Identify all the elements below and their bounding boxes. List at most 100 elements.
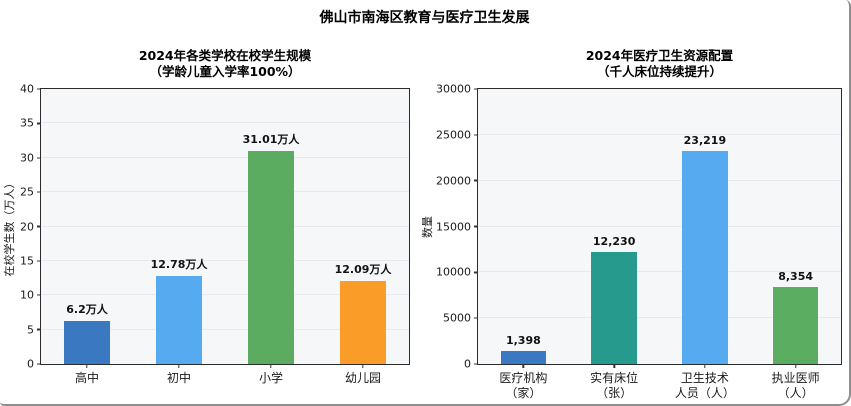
chart-title: 2024年医疗卫生资源配置 [585, 48, 734, 63]
x-tick-mark [794, 364, 797, 368]
y-tick-mark [474, 225, 478, 228]
x-tick-mark [86, 364, 88, 368]
y-tick: 20000 [436, 174, 478, 187]
plot-area: 0 5 10 15 20 25 30 35 40 6.2万人高中 12.78万人 初中 31.01万人小… [20, 83, 410, 385]
x-category-label: 实有床位 （张） [590, 371, 639, 400]
gridline [478, 179, 841, 181]
y-tick-label: 20000 [436, 174, 471, 188]
y-tick-mark [37, 191, 41, 193]
y-tick-label: 15000 [436, 220, 471, 233]
y-tick-mark [474, 134, 478, 136]
y-tick-mark [37, 294, 41, 296]
bar-value-label: 6.2万人 [66, 303, 108, 317]
chart-education-titles: 2024年各类学校在校学生规模 （学龄儿童入学率100%） [30, 48, 420, 80]
x-category-label: 医疗机构 （家） [499, 371, 548, 400]
chart-healthcare: 2024年医疗卫生资源配置 （千人床位持续提升） 数量 0 5000 10000 15… [421, 48, 842, 400]
y-tick: 40 [20, 83, 41, 96]
bar-1 [591, 251, 637, 364]
y-tick-label: 40 [20, 82, 34, 96]
gridline [478, 133, 841, 135]
bar-0 [500, 351, 547, 364]
y-tick-mark [37, 260, 41, 262]
y-tick-mark [37, 363, 41, 365]
x-tick-mark [704, 364, 706, 368]
page-title: 佛山市南海区教育与医疗卫生发展 [319, 10, 530, 26]
y-tick: 10 [20, 289, 41, 302]
gridline [41, 122, 409, 124]
y-tick-label: 20 [20, 220, 34, 233]
y-tick-label: 25000 [436, 128, 471, 142]
gridline [41, 259, 409, 261]
plot-area: 0 5000 10000 15000 20000 25000 30000 1,398 医疗机构（… [436, 83, 842, 400]
y-tick-label: 5000 [443, 311, 471, 325]
y-tick: 25 [20, 186, 41, 199]
x-tick-mark [362, 364, 364, 368]
y-tick-mark [474, 88, 478, 90]
y-tick-mark [474, 271, 478, 274]
chart-subtitle: （学龄儿童入学率100%） [149, 64, 301, 79]
x-category-label: 小学 [258, 371, 284, 385]
y-axis-label: 数量 [421, 215, 434, 238]
y-tick-mark [37, 225, 41, 228]
y-tick-label: 0 [464, 357, 471, 371]
x-tick-mark [613, 364, 615, 368]
bar-value-label: 12.78万人 [150, 258, 208, 272]
y-tick-label: 5 [27, 323, 34, 337]
y-tick-mark [474, 179, 478, 182]
x-category-label: 高中 [74, 371, 100, 385]
bar-value-label: 31.01万人 [242, 132, 300, 146]
gridline [478, 271, 841, 273]
y-tick: 5000 [443, 312, 478, 325]
chart-healthcare-titles: 2024年医疗卫生资源配置 （千人床位持续提升） [467, 48, 851, 80]
x-tick-mark [522, 364, 525, 368]
y-tick-label: 30000 [436, 82, 471, 96]
bar-value-label: 8,354 [778, 270, 814, 284]
y-tick-label: 25 [20, 185, 34, 199]
chart-title: 2024年各类学校在校学生规模 [138, 48, 312, 63]
x-category-label: 卫生技术 人员（人） [674, 371, 735, 400]
y-tick-mark [37, 328, 41, 331]
y-tick-mark [37, 122, 41, 125]
bar-value-label: 1,398 [505, 334, 541, 348]
y-tick-label: 10000 [436, 265, 471, 279]
y-tick: 30 [20, 151, 41, 164]
chart-education: 2024年各类学校在校学生规模 （学龄儿童入学率100%） 在校学生数（万人） … [3, 48, 410, 385]
y-axis-label: 在校学生数（万人） [3, 177, 16, 276]
x-tick-mark [270, 364, 272, 368]
gridline [41, 294, 409, 296]
y-tick-mark [474, 363, 478, 365]
gridline [41, 225, 409, 227]
x-category-label: 初中 [166, 371, 192, 385]
bar-2 [682, 151, 728, 364]
gridline [478, 225, 841, 227]
y-tick: 0 [27, 358, 41, 371]
bar-value-label: 12.09万人 [334, 262, 392, 276]
y-tick: 0 [464, 358, 478, 371]
y-tick-mark [37, 157, 41, 159]
y-tick-label: 15 [20, 254, 34, 268]
y-tick: 15 [20, 254, 41, 267]
y-tick: 20 [20, 220, 41, 233]
bar-3 [340, 280, 386, 364]
gridline [41, 191, 409, 193]
x-tick-mark [178, 364, 180, 368]
y-tick: 15000 [436, 220, 478, 233]
bar-value-label: 23,219 [683, 134, 727, 148]
bar-2 [248, 150, 294, 364]
bar-3 [772, 287, 819, 364]
bar-0 [64, 321, 110, 364]
gridline [478, 317, 841, 319]
y-tick-label: 0 [27, 357, 34, 371]
y-tick: 5 [27, 323, 41, 336]
y-tick-label: 30 [20, 151, 34, 165]
chart-subtitle: （千人床位持续提升） [596, 64, 722, 79]
y-tick: 25000 [436, 128, 478, 141]
x-category-label: 执业医师 （人） [771, 371, 820, 400]
y-tick: 30000 [436, 83, 478, 96]
y-tick: 10000 [436, 266, 478, 279]
y-tick-mark [37, 88, 41, 90]
y-tick-mark [474, 317, 478, 319]
bar-value-label: 12,230 [592, 234, 636, 248]
y-tick: 35 [20, 117, 41, 130]
